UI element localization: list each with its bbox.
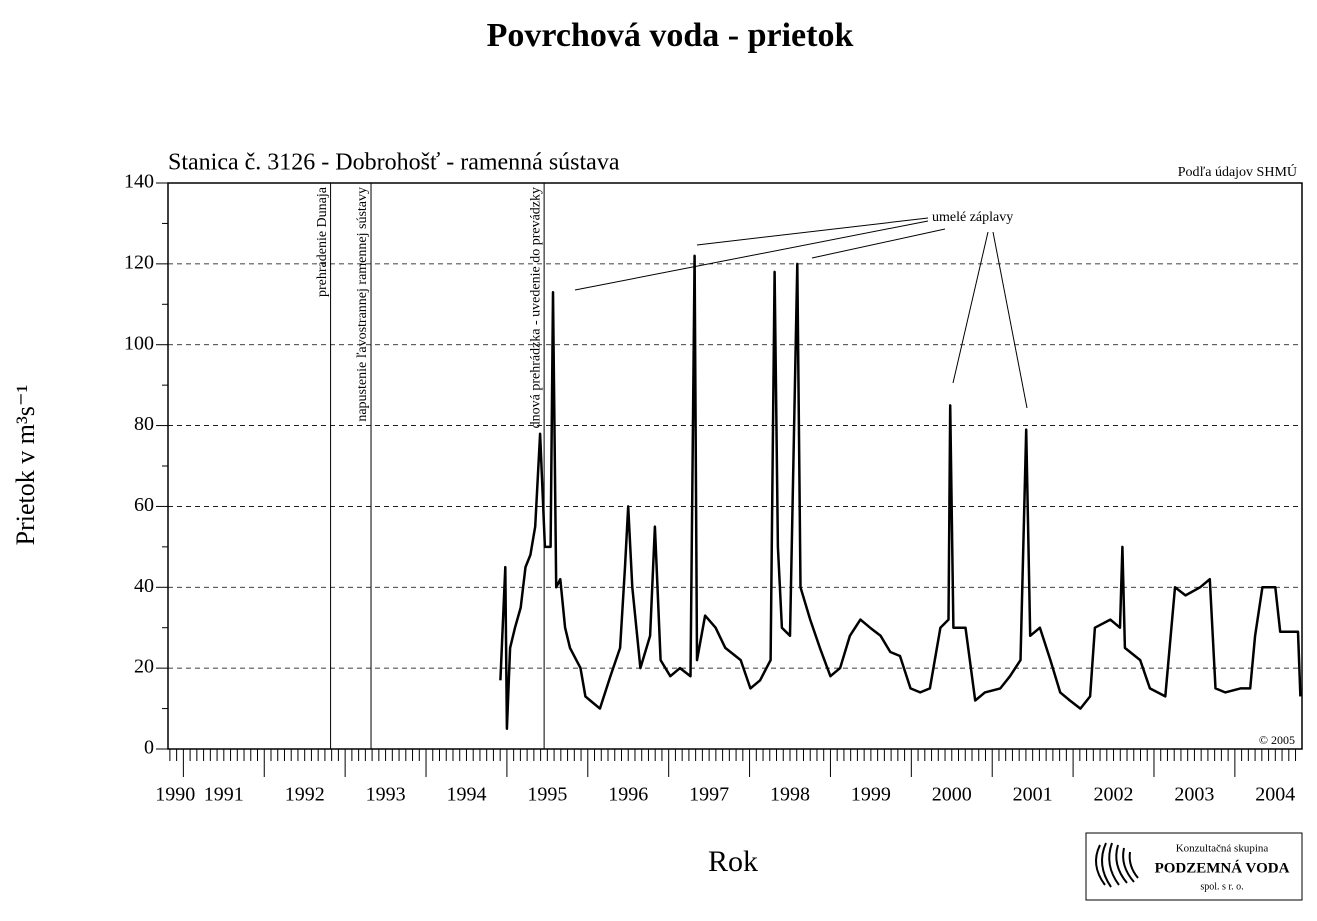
y-tick-label: 20: [134, 656, 154, 678]
x-tick-label: 1991: [204, 784, 244, 806]
x-tick-label: 1998: [770, 784, 810, 806]
logo: Konzultačná skupina PODZEMNÁ VODA spol. …: [1085, 832, 1303, 901]
event-label: napustenie ľavostrannej ramennej sústavy: [355, 187, 370, 422]
x-tick-label: 1993: [366, 784, 406, 806]
annotation-leaders: [574, 217, 1028, 409]
event-label: dnová prehrádzka - uvedenie do prevádzky: [528, 187, 543, 428]
logo-text: Konzultačná skupina: [1176, 843, 1269, 855]
x-tick-label: 1990: [155, 784, 195, 806]
logo-box: [1085, 832, 1303, 901]
y-axis-title: Prietok v m³s⁻¹: [11, 385, 40, 546]
series-line: [499, 254, 1302, 731]
x-tick-label: 1997: [689, 784, 729, 806]
source-note: Podľa údajov SHMÚ: [1178, 163, 1297, 180]
x-tick-label: 1999: [851, 784, 891, 806]
x-tick-label: 1995: [527, 784, 567, 806]
chart-title: Povrchová voda - prietok: [487, 17, 854, 54]
plot-frame: [167, 182, 1303, 750]
y-tick-label: 80: [134, 413, 154, 435]
x-tick-label: 2000: [932, 784, 972, 806]
logo-text: PODZEMNÁ VODA: [1155, 859, 1290, 876]
y-tick-label: 100: [124, 332, 154, 354]
annotation: umelé záplavy: [932, 210, 1013, 225]
event-label: prehradenie Dunaja: [315, 186, 330, 297]
logo-icon: [1095, 842, 1139, 888]
y-tick-label: 140: [124, 171, 154, 193]
x-tick-label: 2004: [1255, 784, 1295, 806]
chart-subtitle: Stanica č. 3126 - Dobrohošť - ramenná sú…: [168, 150, 620, 176]
x-axis-title: Rok: [708, 845, 758, 878]
copyright: © 2005: [1259, 733, 1295, 747]
logo-text: spol. s r. o.: [1200, 881, 1243, 892]
x-tick-label: 1996: [608, 784, 648, 806]
x-tick-label: 1994: [446, 784, 486, 806]
x-tick-label: 2003: [1174, 784, 1214, 806]
x-tick-label: 2001: [1013, 784, 1053, 806]
y-tick-label: 0: [144, 737, 154, 759]
x-tick-label: 1992: [285, 784, 325, 806]
y-tick-label: 40: [134, 575, 154, 597]
y-tick-label: 120: [124, 251, 154, 273]
y-tick-label: 60: [134, 494, 154, 516]
x-tick-label: 2002: [1094, 784, 1134, 806]
